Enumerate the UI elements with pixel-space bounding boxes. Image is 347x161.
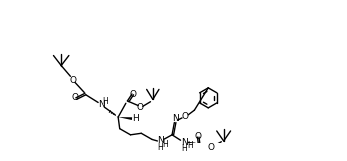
Text: N: N — [172, 114, 179, 123]
Text: O: O — [207, 143, 214, 152]
Text: O: O — [71, 93, 78, 102]
Text: O: O — [195, 132, 202, 141]
Text: O: O — [69, 76, 76, 85]
Text: H: H — [162, 140, 168, 149]
Text: N: N — [98, 100, 104, 109]
Text: H: H — [187, 141, 193, 150]
Text: O: O — [137, 103, 144, 112]
Text: H: H — [102, 97, 108, 106]
Text: N: N — [181, 138, 188, 147]
Text: O: O — [129, 90, 136, 99]
Text: H: H — [181, 144, 187, 153]
Text: H: H — [132, 114, 138, 123]
Text: N: N — [157, 137, 164, 146]
Polygon shape — [118, 117, 132, 120]
Text: H: H — [158, 143, 163, 152]
Text: O: O — [181, 112, 189, 121]
